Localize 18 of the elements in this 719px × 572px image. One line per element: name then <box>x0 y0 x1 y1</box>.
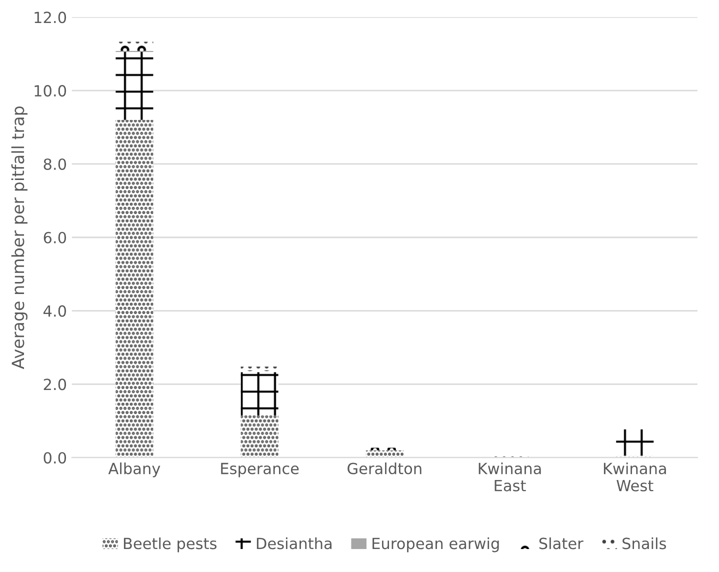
legend-label: Beetle pests <box>124 537 216 552</box>
legend-label: Slater <box>539 537 584 550</box>
legend-label: Desiantha <box>256 537 332 550</box>
x-tick-label: Albany <box>108 462 160 478</box>
y-tick-label: 2.0 <box>44 378 66 390</box>
y-tick-label: 6.0 <box>44 232 66 244</box>
y-tick-label: 12.0 <box>34 12 66 24</box>
x-tick-label: Kwinana West <box>604 462 666 492</box>
legend-label: Snails <box>622 537 666 550</box>
y-tick-label: 8.0 <box>44 158 66 170</box>
y-axis-title: Average number per pitfall trap <box>11 106 28 370</box>
y-tick-label: 10.0 <box>34 85 66 97</box>
x-tick-label: Geraldton <box>348 462 422 474</box>
x-tick-label: Esperance <box>221 462 299 478</box>
x-tick-label: Kwinana East <box>478 462 541 492</box>
y-tick-label: 0.0 <box>44 452 66 464</box>
legend-label: European earwig <box>372 537 499 552</box>
y-tick-label: 4.0 <box>43 305 66 317</box>
